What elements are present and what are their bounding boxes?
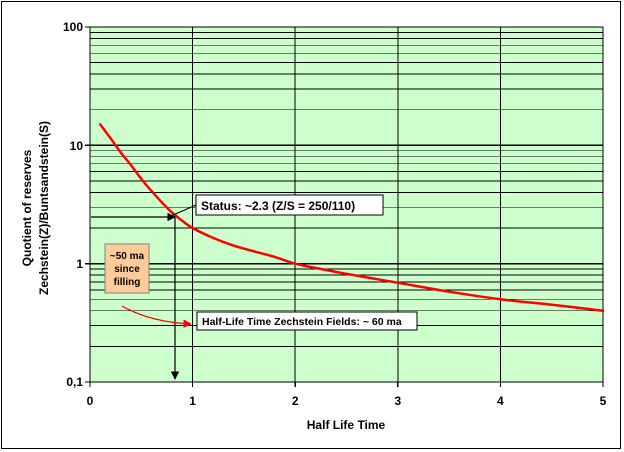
x-tick-label-2: 2 <box>292 394 299 408</box>
y-tick-label-1: 1 <box>76 257 83 271</box>
series-point <box>273 255 276 259</box>
series-point <box>129 163 133 167</box>
status-leader-line <box>170 204 197 217</box>
x-tick-label-5: 5 <box>600 394 607 408</box>
since-filling-line3: filling <box>114 277 141 288</box>
series-point <box>294 262 297 265</box>
series-point <box>601 309 605 312</box>
x-axis-title: Half Life Time <box>307 418 386 432</box>
axes <box>85 26 604 387</box>
series-point <box>170 211 174 214</box>
series-point <box>314 266 317 270</box>
series-point <box>99 123 102 126</box>
series-point <box>150 189 153 193</box>
y-tick-labels: 100 10 1 0,1 <box>63 20 83 389</box>
half-life-red-arrow <box>121 305 192 328</box>
x-tick-label-1: 1 <box>189 394 196 408</box>
y-axis-title-line2: Zechstein(Z)/Buntsandstein(S) <box>37 121 51 295</box>
since-filling-annotation: ~50 ma since filling <box>104 243 150 294</box>
series-point <box>252 250 256 253</box>
y-tick-label-0-1: 0,1 <box>66 375 83 389</box>
series-point <box>160 201 164 204</box>
series-points <box>99 123 605 312</box>
series-point <box>181 219 184 223</box>
y-tick-label-100: 100 <box>63 20 83 34</box>
y-tick-label-10: 10 <box>70 139 84 153</box>
status-annotation-text: Status: ~2.3 (Z/S = 250/110) <box>201 199 355 213</box>
status-annotation: Status: ~2.3 (Z/S = 250/110) <box>195 194 384 216</box>
series-point <box>396 281 399 284</box>
series-point <box>550 303 553 306</box>
x-tick-labels: 0 1 2 3 4 5 <box>87 394 607 408</box>
series-point <box>109 136 112 140</box>
x-tick-label-4: 4 <box>497 394 504 408</box>
series-point <box>119 151 122 154</box>
since-filling-line1: ~50 ma <box>110 251 145 262</box>
series-line <box>99 123 605 313</box>
series-point <box>191 226 194 230</box>
x-tick-label-3: 3 <box>394 394 401 408</box>
half-life-annotation: Half-Life Time Zechstein Fields: ~ 60 ma <box>196 311 418 331</box>
series-point <box>211 236 215 240</box>
series-point <box>345 272 348 276</box>
x-tick-label-0: 0 <box>87 394 94 408</box>
series-point <box>499 298 502 301</box>
series-point <box>447 290 451 293</box>
series-point <box>232 244 235 247</box>
half-life-annotation-text: Half-Life Time Zechstein Fields: ~ 60 ma <box>202 316 402 328</box>
series-point <box>140 177 143 181</box>
y-axis-title-line1: Quotient of reserves <box>20 149 34 266</box>
since-filling-line2: since <box>114 264 140 275</box>
